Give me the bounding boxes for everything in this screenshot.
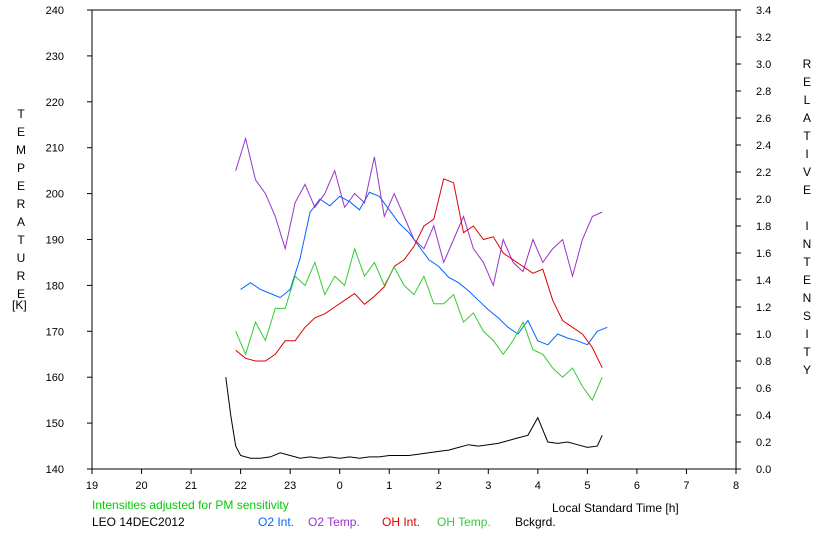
y-left-tick-label: 220 [46, 97, 64, 109]
y-axis-left-unit: [K] [12, 298, 27, 312]
y-right-tick-label: 0.4 [756, 410, 771, 422]
x-tick-label: 21 [185, 480, 197, 492]
legend-o2-int: O2 Int. [258, 515, 295, 529]
y-right-tick-label: 0.2 [756, 437, 771, 449]
station-label: LEO 14DEC2012 [92, 515, 185, 529]
series-o2-temp [235, 136, 603, 288]
series-bckgrd [225, 377, 603, 459]
y-axis-left-label: T E M P E R A T U R E [16, 107, 26, 301]
x-tick-label: 2 [436, 480, 442, 492]
y-left-tick-label: 140 [46, 464, 64, 476]
x-tick-label: 6 [634, 480, 640, 492]
y-left-tick-label: 170 [46, 326, 64, 338]
x-tick-label: 3 [485, 480, 491, 492]
legend-oh-temp: OH Temp. [437, 515, 491, 529]
y-right-tick-label: 1.4 [756, 275, 771, 287]
y-right-tick-label: 2.0 [756, 194, 771, 206]
y-right-tick-label: 2.4 [756, 140, 771, 152]
y-left-tick-label: 180 [46, 280, 64, 292]
series-layer [225, 136, 608, 459]
y-right-tick-label: 2.2 [756, 167, 771, 179]
x-tick-label: 4 [535, 480, 541, 492]
x-tick-label: 23 [284, 480, 296, 492]
x-tick-label: 19 [86, 480, 98, 492]
x-tick-label: 20 [135, 480, 147, 492]
x-axis-label: Local Standard Time [h] [552, 501, 679, 515]
x-tick-label: 8 [733, 480, 739, 492]
y-right-tick-label: 0.6 [756, 383, 771, 395]
legend-oh-int: OH Int. [382, 515, 421, 529]
y-right-tick-label: 1.0 [756, 329, 771, 341]
x-tick-label: 0 [337, 480, 343, 492]
y-left-tick-label: 210 [46, 143, 64, 155]
series-oh-temp [235, 247, 603, 402]
series-o2-int [240, 191, 608, 346]
y-left-tick-label: 230 [46, 51, 64, 63]
y-left-tick-label: 160 [46, 372, 64, 384]
axis-layer: 19 20 21 22 23 0 1 2 3 4 5 6 7 8140150160170180190200… [46, 5, 772, 492]
y-left-tick-label: 200 [46, 189, 64, 201]
y-right-tick-label: 1.2 [756, 302, 771, 314]
intensity-note: Intensities adjusted for PM sensitivity [92, 498, 289, 512]
x-tick-label: 7 [683, 480, 689, 492]
y-right-tick-label: 1.6 [756, 248, 771, 260]
y-left-tick-label: 190 [46, 235, 64, 247]
y-right-tick-label: 3.2 [756, 32, 771, 44]
y-right-tick-label: 2.8 [756, 86, 771, 98]
legend-bckgrd: Bckgrd. [515, 515, 556, 529]
x-tick-label: 5 [584, 480, 590, 492]
y-right-tick-label: 3.0 [756, 59, 771, 71]
y-left-tick-label: 240 [46, 5, 64, 17]
series-oh-int [235, 178, 603, 369]
x-tick-label: 1 [386, 480, 392, 492]
y-left-tick-label: 150 [46, 418, 64, 430]
y-right-tick-label: 1.8 [756, 221, 771, 233]
y-right-tick-label: 2.6 [756, 113, 771, 125]
y-right-tick-label: 0.0 [756, 464, 771, 476]
x-tick-label: 22 [234, 480, 246, 492]
legend-o2-temp: O2 Temp. [308, 515, 360, 529]
y-right-tick-label: 0.8 [756, 356, 771, 368]
y-right-tick-label: 3.4 [756, 5, 771, 17]
y-axis-right-label: R E L A T I V E I N T E N S I T Y [802, 57, 812, 377]
